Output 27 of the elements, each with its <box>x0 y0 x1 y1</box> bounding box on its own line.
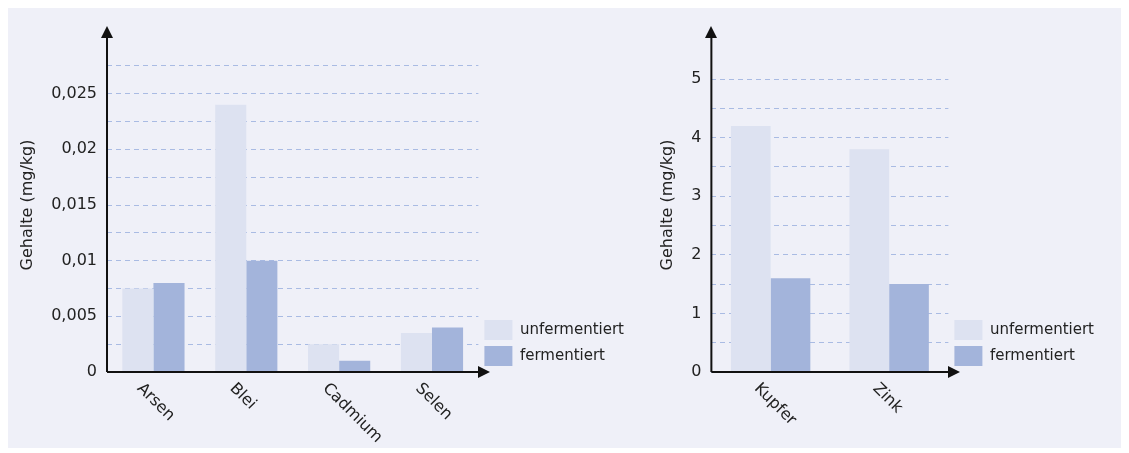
y-tick-label: 4 <box>691 126 702 146</box>
legend-label: fermentiert <box>989 345 1076 364</box>
y-tick-label: 0 <box>691 361 702 381</box>
bar <box>400 333 432 372</box>
y-tick-label: 2 <box>691 243 702 263</box>
y-tick-label: 0,015 <box>51 194 97 214</box>
y-tick-label: 0,005 <box>51 305 97 325</box>
bar <box>431 327 464 372</box>
bar <box>339 360 371 372</box>
bar <box>849 149 890 372</box>
bar <box>122 288 154 372</box>
y-axis-title: Gehalte (mg/kg) <box>16 139 36 271</box>
y-tick-label: 0 <box>86 361 97 381</box>
y-tick-label: 0,01 <box>61 249 97 269</box>
x-tick-label: Blei <box>226 378 261 413</box>
bar <box>308 344 340 372</box>
y-tick-label: 5 <box>691 68 702 88</box>
y-tick-label: 1 <box>691 302 702 322</box>
y-tick-label: 0,025 <box>51 82 97 102</box>
y-tick-label: 0,02 <box>61 138 97 158</box>
y-axis-title: Gehalte (mg/kg) <box>656 139 676 271</box>
bar <box>215 104 247 372</box>
legend-label: fermentiert <box>519 345 606 364</box>
legend-label: unfermentiert <box>989 319 1095 338</box>
y-tick-label: 3 <box>691 185 702 205</box>
bar <box>730 125 771 372</box>
legend-label: unfermentiert <box>519 319 625 338</box>
